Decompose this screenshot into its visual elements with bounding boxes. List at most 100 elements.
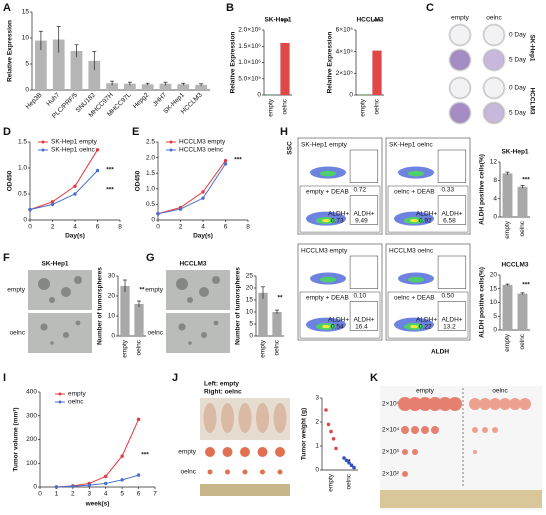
point [223, 162, 228, 166]
y-tick-label: 0 [23, 217, 27, 224]
gate [349, 149, 379, 183]
sphere [63, 332, 69, 338]
bar [124, 83, 136, 90]
sphere [178, 323, 186, 331]
bar [502, 173, 513, 217]
tumor [402, 449, 408, 455]
y-tick-label: 1.0 [18, 165, 27, 172]
point [104, 474, 108, 479]
y-tick-label: 1.5×10⁶ [238, 43, 261, 50]
panel-letter: H [280, 126, 288, 138]
y-tick-label: 0 [349, 92, 353, 99]
tumor [421, 426, 429, 434]
caption: Right: oelnc [204, 389, 242, 396]
plot-label: oelnc + DEAB [394, 294, 435, 301]
gate-label: ALDH+ [328, 317, 349, 324]
plot-value: 0.10 [353, 293, 366, 300]
gate-value: 16.4 [355, 324, 368, 331]
bar [159, 83, 172, 90]
cloud [408, 276, 424, 283]
annotation: *** [106, 167, 114, 174]
point [178, 207, 183, 211]
series-line [157, 163, 226, 215]
y-tick-label: 5 [493, 313, 497, 320]
x-tick-label: Huh7 [45, 91, 61, 107]
sphere [213, 320, 219, 326]
gate [437, 255, 467, 289]
plot-title: SK-Hep1 oelnc [389, 142, 433, 149]
tumor [489, 398, 501, 410]
tumor [479, 398, 491, 410]
plot-label: oelnc + DEAB [394, 188, 435, 195]
point [28, 207, 32, 212]
tumor [411, 426, 419, 434]
y-tick-label: 10 [108, 313, 116, 320]
y-tick-label: 0 [249, 333, 253, 340]
x-tick-label: Hepg2 [132, 91, 151, 110]
x-tick-label: oelnc [346, 473, 353, 489]
y-tick-label: 10 [490, 299, 498, 306]
x-tick-label: empty [268, 98, 275, 116]
series-line [29, 149, 98, 211]
y-axis-label: Number of tumorspheres [235, 267, 242, 345]
tumor [448, 397, 462, 411]
y-axis-label: OD450 [135, 170, 142, 191]
y-tick-label: 100 [26, 460, 37, 467]
bar [517, 293, 528, 330]
chart-title: SK-Hep1 [264, 17, 291, 24]
micrograph [28, 270, 92, 310]
x-tick-label: 1 [55, 491, 59, 498]
gate [349, 195, 379, 225]
well-inner [483, 102, 505, 124]
x-tick-label: 2 [179, 224, 183, 231]
well-inner [483, 24, 505, 46]
annotation: *** [106, 187, 114, 194]
ruler [380, 490, 542, 508]
tumor [401, 426, 409, 434]
mouse [203, 403, 217, 433]
gate-label: ALDH+ [353, 211, 374, 218]
series-line [29, 170, 98, 211]
bar [517, 186, 528, 217]
legend-label: oelnc [68, 399, 84, 406]
row-label: oelnc [147, 330, 163, 337]
x-tick-label: 6 [224, 224, 228, 231]
bar [280, 43, 290, 95]
legend-label: HCCLM3 oelnc [179, 147, 224, 154]
bar [258, 292, 268, 336]
micrograph [166, 313, 230, 353]
y-tick-label: 5 [249, 321, 253, 328]
legend-marker [58, 392, 62, 396]
axis-label: SSC [287, 141, 294, 155]
bar [120, 286, 130, 336]
mouse [256, 403, 269, 433]
y-tick-label: 0 [493, 327, 497, 334]
tumor [431, 426, 439, 434]
panel-letter: I [3, 372, 6, 384]
row-label: 2×10³ [382, 449, 400, 456]
tumor [509, 398, 521, 410]
plot-value: 0.50 [441, 293, 454, 300]
point [87, 483, 91, 487]
plot-value: 0.33 [441, 187, 454, 194]
gate-value: 0.22 [419, 324, 432, 331]
point [73, 192, 77, 196]
gate-value: 0.73 [331, 218, 344, 225]
y-tick-label: 0 [33, 484, 37, 491]
x-tick-label: empty [260, 339, 267, 357]
gate [437, 301, 467, 331]
tumor [492, 427, 498, 433]
x-tick-label: 6 [96, 224, 100, 231]
y-axis-label: Tumor volume (mm³) [13, 407, 20, 471]
tumor [408, 397, 422, 411]
point [331, 437, 336, 441]
gate-value: 13.2 [443, 324, 456, 331]
point [54, 485, 59, 489]
point [50, 202, 55, 207]
micrograph [166, 270, 230, 310]
point [156, 212, 160, 216]
tumor [222, 447, 233, 457]
y-tick-label: 3 [315, 395, 319, 402]
y-tick-label: 2.5 [146, 139, 155, 146]
